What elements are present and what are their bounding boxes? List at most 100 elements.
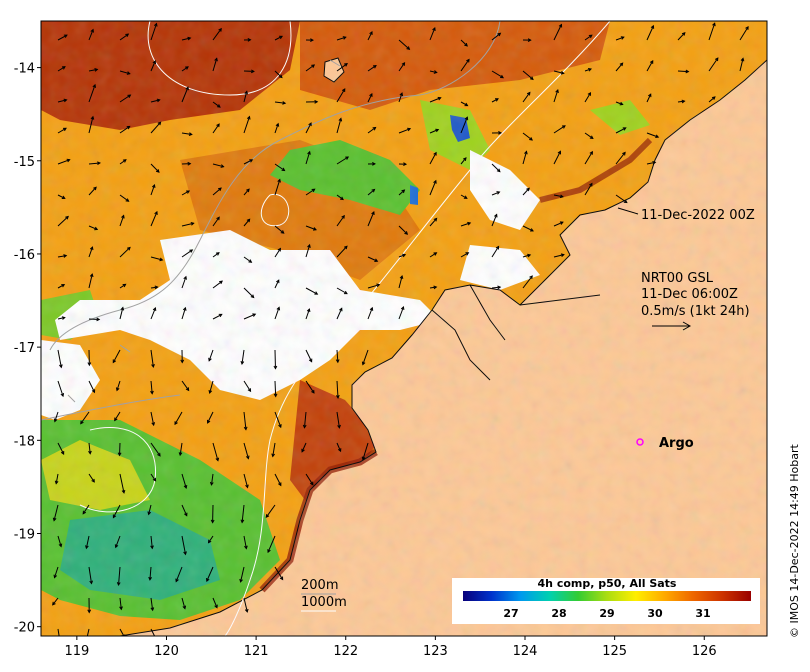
current-arrow	[336, 156, 350, 165]
current-arrow	[212, 280, 223, 289]
current-arrow	[112, 504, 121, 519]
current-arrow	[57, 349, 63, 369]
current-arrow	[646, 132, 660, 139]
current-arrow	[87, 597, 92, 614]
current-arrow	[460, 252, 470, 258]
current-arrow	[88, 68, 99, 72]
current-arrow	[57, 66, 66, 72]
current-arrow	[336, 442, 342, 453]
y-tick-label: -20	[14, 621, 35, 636]
current-arrow	[522, 187, 530, 196]
current-arrow	[119, 473, 126, 494]
current-arrow	[243, 473, 249, 489]
current-arrow	[336, 63, 348, 72]
current-arrow	[336, 214, 345, 227]
current-arrow	[181, 190, 191, 196]
current-arrow	[336, 117, 343, 134]
current-arrow	[119, 246, 131, 258]
current-arrow	[212, 27, 222, 41]
current-arrow	[150, 411, 156, 427]
current-arrow	[739, 57, 745, 72]
current-arrow	[88, 273, 94, 289]
x-tick-label: 121	[244, 644, 269, 659]
current-arrow	[88, 566, 94, 585]
current-arrow	[429, 285, 438, 290]
current-arrow	[305, 287, 319, 295]
current-arrow	[212, 597, 218, 609]
current-arrow	[175, 566, 183, 583]
current-arrow	[429, 27, 436, 41]
argo-float-marker[interactable]	[636, 438, 644, 446]
current-arrow	[491, 98, 499, 103]
current-arrow	[114, 535, 121, 549]
current-arrow	[243, 535, 248, 550]
colorbar-tick-label: 29	[599, 607, 614, 620]
current-arrow	[336, 287, 348, 295]
current-arrow	[491, 32, 502, 41]
current-arrow	[206, 411, 214, 424]
current-arrow	[302, 411, 307, 429]
current-arrow	[117, 442, 122, 457]
current-arrow	[305, 308, 311, 320]
current-arrow	[150, 349, 155, 368]
current-arrow	[54, 473, 59, 485]
current-arrow	[243, 218, 251, 227]
current-arrow	[181, 473, 188, 490]
current-arrow	[491, 213, 498, 227]
current-arrow	[206, 566, 214, 583]
current-arrow	[739, 25, 749, 41]
current-arrow	[677, 69, 690, 74]
current-arrow	[553, 23, 563, 41]
current-scale: 0.5m/s (1kt 24h)	[641, 304, 750, 319]
current-arrow	[181, 535, 187, 556]
current-arrow	[646, 160, 657, 165]
current-arrow	[305, 99, 319, 104]
current-arrow	[150, 473, 157, 482]
current-arrow	[119, 33, 130, 41]
current-arrow	[305, 64, 316, 72]
current-arrow	[398, 92, 404, 103]
x-axis: 119 120 121 122 123 124 125 126	[64, 636, 717, 659]
current-arrow	[553, 194, 564, 199]
current-arrow	[150, 98, 161, 103]
current-arrow	[212, 123, 220, 134]
current-arrow	[116, 566, 121, 587]
current-arrow	[181, 86, 189, 103]
current-arrow	[243, 115, 251, 134]
current-arrow	[367, 306, 374, 320]
current-arrow	[584, 67, 593, 72]
current-arrow	[267, 535, 276, 554]
current-arrow	[301, 442, 307, 453]
current-arrow	[243, 442, 250, 460]
current-arrow	[491, 163, 501, 173]
current-arrow	[57, 215, 69, 227]
current-arrow	[212, 216, 220, 227]
current-arrow	[522, 150, 528, 165]
current-arrow	[398, 127, 412, 134]
current-arrow	[398, 39, 411, 50]
isobath-200m-label: 200m	[301, 578, 338, 593]
current-arrow	[274, 35, 283, 41]
current-arrow	[271, 442, 276, 458]
current-arrow	[305, 225, 317, 231]
current-arrow	[115, 380, 121, 392]
sst-texture	[41, 21, 767, 636]
current-arrow	[460, 157, 467, 165]
current-arrow	[615, 194, 628, 204]
current-arrow	[207, 535, 214, 544]
x-tick-label: 126	[692, 644, 717, 659]
x-tick-label: 125	[602, 644, 627, 659]
current-arrow	[150, 307, 157, 320]
current-arrow	[398, 253, 407, 258]
current-arrow	[57, 98, 68, 103]
current-arrow	[429, 151, 437, 165]
current-arrow	[88, 186, 97, 196]
current-arrow	[209, 473, 214, 486]
x-tick-label: 124	[513, 644, 538, 659]
current-arrow	[367, 126, 377, 134]
current-arrow	[57, 535, 63, 548]
current-arrow	[553, 89, 559, 103]
current-arrow	[615, 127, 627, 134]
current-arrow	[367, 188, 376, 196]
current-arrow	[119, 306, 125, 320]
